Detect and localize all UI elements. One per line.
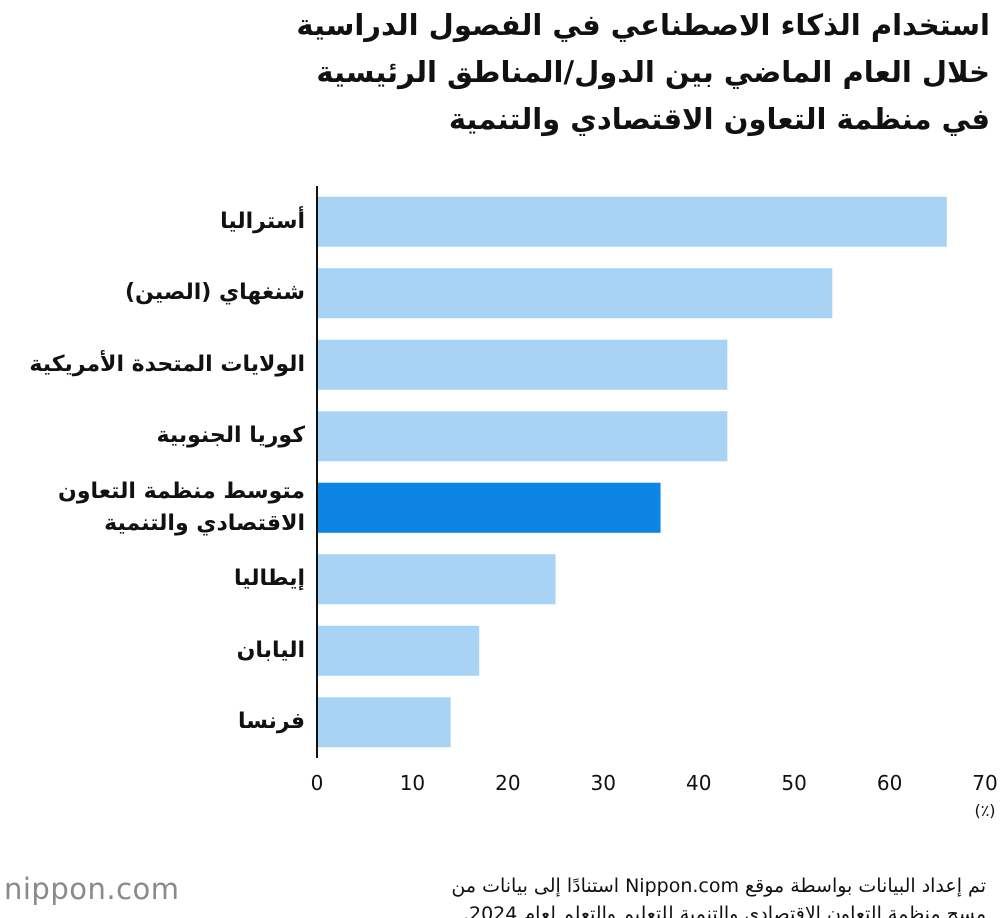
x-tick-label: 70 [972, 771, 997, 795]
bar [317, 625, 480, 676]
y-tick-label: كوريا الجنوبية [156, 423, 305, 449]
y-tick-label: أستراليا [220, 208, 305, 234]
x-tick-label: 40 [686, 771, 711, 795]
bar [317, 268, 833, 319]
chart-title: استخدام الذكاء الاصطناعي في الفصول الدرا… [296, 8, 990, 136]
y-tick-label: شنغهاي (الصين) [124, 280, 305, 306]
bar [317, 554, 556, 605]
bar [317, 196, 947, 247]
x-tick-label: 30 [591, 771, 616, 795]
bar [317, 411, 728, 462]
logo: nippon.com [4, 872, 180, 906]
bar [317, 482, 661, 533]
bar [317, 697, 451, 748]
y-tick-label: متوسط منظمة التعاون الاقتصادي والتنمية [58, 478, 305, 536]
x-tick-label: 50 [781, 771, 806, 795]
x-unit: (٪) [974, 801, 995, 820]
x-tick-label: 0 [311, 771, 324, 795]
x-tick-label: 60 [877, 771, 902, 795]
y-tick-label: فرنسا [238, 709, 305, 735]
y-tick-label: الولايات المتحدة الأمريكية [29, 351, 305, 377]
bar [317, 339, 728, 390]
x-tick-label: 10 [400, 771, 425, 795]
x-tick-label: 20 [495, 771, 520, 795]
y-tick-label: إيطاليا [234, 566, 305, 592]
source-note: تم إعداد البيانات بواسطة موقع Nippon.com… [451, 875, 986, 918]
y-tick-label: اليابان [236, 637, 305, 663]
